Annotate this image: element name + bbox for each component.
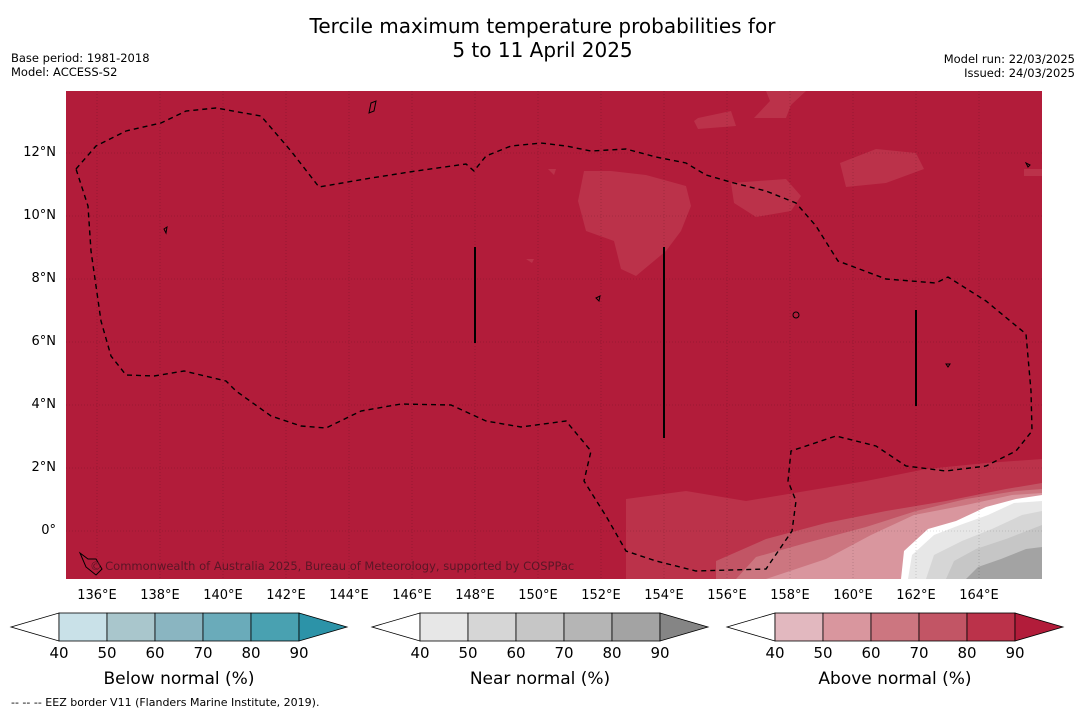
- below-tick-70: 70: [193, 644, 213, 662]
- colorbar-1-segment-5: [611, 612, 661, 642]
- lat-label-12n: 12°N: [23, 145, 56, 160]
- above-tick-50: 50: [813, 644, 833, 662]
- above-tick-40: 40: [765, 644, 785, 662]
- lat-label-6n: 6°N: [31, 334, 57, 349]
- below-tick-50: 50: [97, 644, 117, 662]
- meta-left: Base period: 1981-2018 Model: ACCESS-S2: [11, 51, 150, 79]
- map-gridlines: [66, 91, 1042, 579]
- islands: [78, 100, 1031, 576]
- colorbar-2-segment-4: [918, 612, 968, 642]
- above-tick-80: 80: [957, 644, 977, 662]
- lon-label-148e: 148°E: [455, 588, 495, 603]
- colorbar-2-segment-3: [870, 612, 920, 642]
- lat-label-0: 0°: [41, 523, 56, 538]
- lon-label-142e: 142°E: [266, 588, 306, 603]
- near-tick-60: 60: [506, 644, 526, 662]
- meta-right: Model run: 22/03/2025 Issued: 24/03/2025: [944, 52, 1075, 80]
- lon-label-160e: 160°E: [833, 588, 873, 603]
- issued-date: Issued: 24/03/2025: [964, 66, 1075, 80]
- near-normal-70: [966, 547, 1042, 579]
- colorbar-near-normal: [370, 612, 710, 642]
- colorbar-2-segment-5: [966, 612, 1016, 642]
- above-normal-title: Above normal (%): [818, 669, 972, 689]
- model-name: Model: ACCESS-S2: [11, 65, 118, 79]
- colorbar-2-segment-0: [725, 612, 776, 642]
- title-line-2: 5 to 11 April 2025: [452, 38, 633, 62]
- near-tick-70: 70: [554, 644, 574, 662]
- lon-label-144e: 144°E: [329, 588, 369, 603]
- boundary-lines: [474, 247, 917, 438]
- lon-label-150e: 150°E: [518, 588, 558, 603]
- lon-label-146e: 146°E: [392, 588, 432, 603]
- title-line-1: Tercile maximum temperature probabilitie…: [309, 14, 776, 38]
- colorbar-0-segment-0: [9, 612, 60, 642]
- colorbar-1-segment-1: [419, 612, 469, 642]
- colorbar-2-segment-6: [1014, 612, 1065, 642]
- colorbar-0-segment-5: [250, 612, 300, 642]
- colorbar-0-segment-4: [202, 612, 252, 642]
- map-svg: [66, 91, 1042, 579]
- colorbar-above-normal: [725, 612, 1065, 642]
- colorbars-svg: [9, 612, 1065, 642]
- above-tick-60: 60: [861, 644, 881, 662]
- near-tick-50: 50: [458, 644, 478, 662]
- near-tick-80: 80: [602, 644, 622, 662]
- colorbar-0-segment-2: [106, 612, 156, 642]
- model-run: Model run: 22/03/2025: [943, 52, 1075, 66]
- lon-label-136e: 136°E: [77, 588, 117, 603]
- lat-label-4n: 4°N: [31, 397, 57, 412]
- eez-border: [75, 107, 1033, 572]
- above-tick-70: 70: [909, 644, 929, 662]
- above-tick-90: 90: [1005, 644, 1025, 662]
- lon-label-162e: 162°E: [896, 588, 936, 603]
- colorbar-1-segment-6: [659, 612, 710, 642]
- colorbar-1-segment-2: [467, 612, 517, 642]
- colorbar-2-segment-2: [822, 612, 872, 642]
- colorbar-1-segment-0: [370, 612, 421, 642]
- above-normal-70-patches: [526, 91, 1042, 276]
- lon-label-140e: 140°E: [203, 588, 243, 603]
- copyright-text: © Commonwealth of Australia 2025, Bureau…: [90, 559, 575, 573]
- probability-map: [66, 91, 1042, 579]
- near-tick-40: 40: [410, 644, 430, 662]
- colorbar-0-segment-1: [58, 612, 108, 642]
- base-period: Base period: 1981-2018: [11, 51, 150, 65]
- lon-label-138e: 138°E: [140, 588, 180, 603]
- lon-label-156e: 156°E: [707, 588, 747, 603]
- colorbar-1-segment-4: [563, 612, 613, 642]
- colorbar-2-segment-1: [774, 612, 824, 642]
- lat-label-10n: 10°N: [23, 208, 56, 223]
- below-tick-60: 60: [145, 644, 165, 662]
- below-tick-40: 40: [49, 644, 69, 662]
- colorbar-0-segment-3: [154, 612, 204, 642]
- colorbar-1-segment-3: [515, 612, 565, 642]
- colorbar-below-normal: [9, 612, 349, 642]
- near-tick-90: 90: [650, 644, 670, 662]
- below-normal-title: Below normal (%): [103, 669, 255, 689]
- lon-label-164e: 164°E: [959, 588, 999, 603]
- near-normal-title: Near normal (%): [469, 669, 611, 689]
- lon-label-158e: 158°E: [770, 588, 810, 603]
- eez-footnote: -- -- -- EEZ border V11 (Flanders Marine…: [11, 696, 320, 709]
- below-tick-90: 90: [289, 644, 309, 662]
- lat-label-8n: 8°N: [31, 271, 57, 286]
- lat-label-2n: 2°N: [31, 460, 57, 475]
- lon-label-154e: 154°E: [644, 588, 684, 603]
- colorbar-0-segment-6: [298, 612, 349, 642]
- lon-label-152e: 152°E: [581, 588, 621, 603]
- map-title: Tercile maximum temperature probabilitie…: [0, 14, 1085, 62]
- below-tick-80: 80: [241, 644, 261, 662]
